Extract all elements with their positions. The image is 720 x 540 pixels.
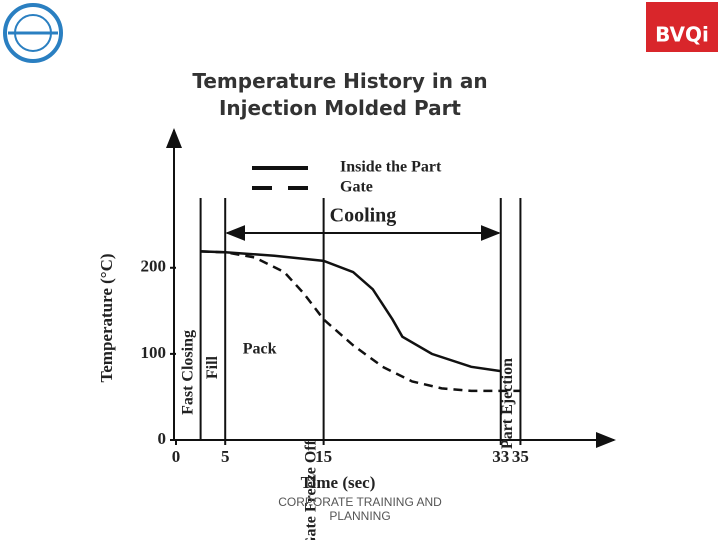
x-tick-label: 35 (512, 447, 529, 466)
footer: CORPORATE TRAINING AND PLANNING (278, 495, 442, 523)
x-tick-label: 33 (492, 447, 509, 466)
event-label: Fill (204, 355, 221, 379)
x-tick-label: 5 (221, 447, 230, 466)
series-line (200, 250, 521, 393)
series-line (200, 250, 501, 373)
span-label: Cooling (330, 205, 397, 227)
phase-label: Pack (243, 340, 277, 357)
x-tick-label: 0 (172, 447, 181, 466)
chart-title: Temperature History in an Injection Mold… (192, 69, 488, 120)
y-tick-label: 100 (141, 343, 167, 362)
y-tick-label: 0 (158, 429, 167, 448)
y-axis-label: Temperature (°C) (97, 253, 116, 382)
x-axis-label: Time (sec) (301, 473, 376, 492)
event-label: Gate Freeze Off (302, 439, 319, 540)
x-tick-label: 15 (315, 447, 332, 466)
legend-label: Inside the Part (340, 159, 442, 176)
y-tick-label: 200 (141, 257, 167, 276)
legend-label: Gate (340, 179, 373, 196)
event-label: Fast Closing (179, 330, 196, 415)
event-label: Part Ejection (499, 358, 516, 449)
logo-left (3, 3, 63, 63)
logo-text: BVQi (655, 23, 709, 47)
logo-right: BVQi (646, 2, 718, 52)
